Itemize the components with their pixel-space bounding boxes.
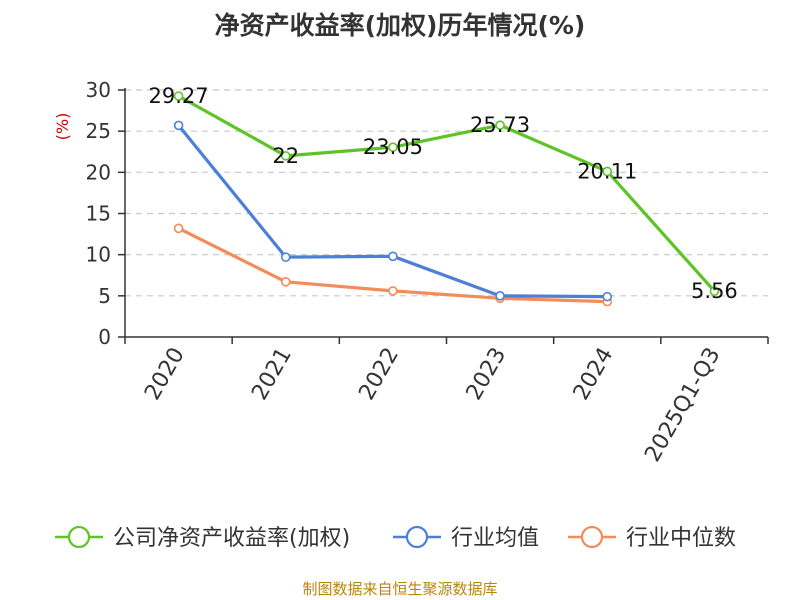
data-point — [280, 151, 291, 161]
y-tick-label: 0 — [98, 325, 111, 349]
y-tick-label: 30 — [86, 78, 111, 102]
y-tick-label: 5 — [98, 284, 111, 308]
data-point — [388, 286, 398, 296]
legend-label: 公司净资产收益率(加权) — [113, 526, 350, 551]
data-point — [602, 166, 613, 177]
series-line-0 — [177, 94, 716, 293]
data-point — [495, 120, 505, 130]
data-label: 23.05 — [363, 135, 423, 159]
legend-label: 行业均值 — [451, 526, 539, 551]
data-label: 25.73 — [470, 113, 530, 137]
data-labels: 29.27 22 23.05 25.73 20.11 5.56 — [149, 84, 738, 303]
y-tick-label: 15 — [86, 202, 111, 226]
series-group — [173, 91, 720, 307]
data-point — [280, 277, 291, 287]
x-tick-label: 2022 — [354, 344, 404, 405]
data-label: 5.56 — [691, 279, 738, 303]
data-point — [280, 252, 291, 262]
data-point — [388, 251, 398, 262]
data-label: 29.27 — [149, 84, 209, 108]
x-tick-label: 2023 — [462, 344, 512, 405]
y-tick-label: 10 — [86, 243, 111, 267]
legend-marker — [67, 525, 91, 549]
y-axis-label: (%) — [53, 113, 72, 141]
data-point — [495, 291, 505, 301]
data-point — [388, 142, 398, 153]
x-tick-label: 2020 — [140, 344, 190, 405]
data-point — [602, 291, 613, 302]
x-tick-label: 2021 — [247, 344, 297, 405]
x-tick-label: 2025Q1-Q3 — [640, 344, 725, 467]
legend-marker — [405, 525, 429, 549]
data-point — [173, 120, 184, 131]
data-label: 20.11 — [577, 159, 637, 183]
data-point — [173, 91, 184, 101]
y-tick-label: 20 — [86, 160, 111, 184]
y-tick-label: 25 — [86, 119, 111, 143]
legend-marker — [580, 525, 604, 549]
legend-label: 行业中位数 — [626, 526, 736, 551]
chart-title: 净资产收益率(加权)历年情况(%) — [214, 11, 586, 40]
data-point — [709, 286, 720, 297]
data-label: 22 — [272, 144, 299, 168]
data-point — [173, 223, 184, 234]
data-source-note: 制图数据来自恒生聚源数据库 — [302, 580, 498, 598]
x-tick-label: 2024 — [569, 344, 619, 405]
legend: 公司净资产收益率(加权) 行业均值 行业中位数 — [55, 525, 736, 551]
